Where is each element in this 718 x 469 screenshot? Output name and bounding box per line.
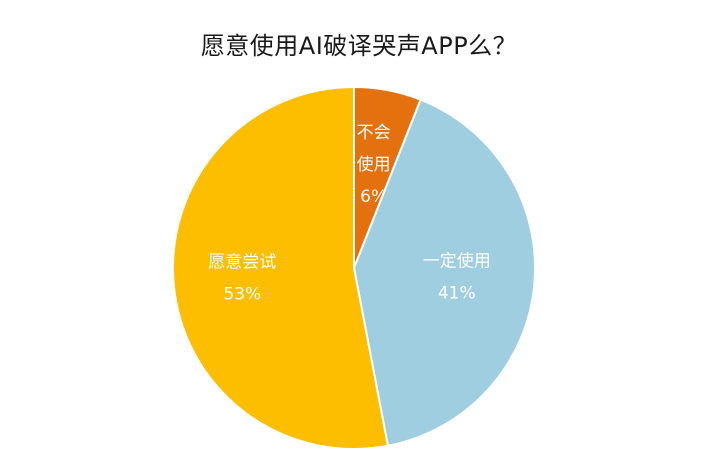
pie-slice-2-label: 41% [438,284,476,304]
pie-slice-2 [352,98,536,447]
chart-title: 愿意使用AI破译哭声APP么？ [200,32,518,60]
pie-slice-3-label: 53% [223,285,261,305]
pie-slice-1-label: 不会 [357,123,391,143]
pie-slice-3-label: 愿意尝试 [208,253,276,273]
pie-slice-2-label: 一定使用 [423,251,491,272]
pie-slice-1-label: 使用 [357,154,391,175]
pie-slice-3 [172,85,390,450]
